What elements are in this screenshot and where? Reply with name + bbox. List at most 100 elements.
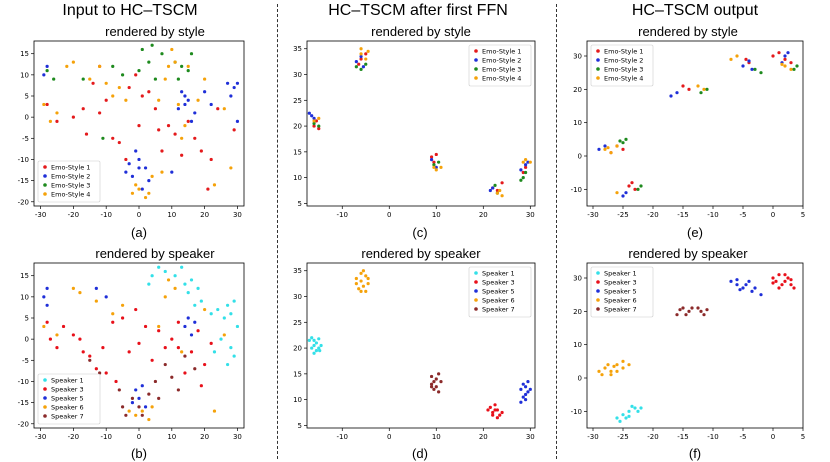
- panel-label-f: (f): [688, 446, 702, 461]
- data-point: [359, 54, 363, 59]
- data-point: [183, 324, 187, 329]
- data-point: [183, 94, 187, 98]
- legend-marker: [596, 298, 600, 302]
- data-point: [523, 398, 528, 402]
- legend-marker: [474, 49, 478, 53]
- x-tick-label: -20: [68, 433, 79, 441]
- data-point: [127, 85, 131, 90]
- data-point: [354, 60, 358, 64]
- data-point: [137, 396, 141, 400]
- x-tick-label: -5: [740, 211, 747, 219]
- legend-label: Emo-Style 4: [51, 191, 90, 199]
- data-point: [639, 184, 643, 188]
- legend-label: Speaker 5: [604, 288, 637, 296]
- legend-marker: [43, 165, 47, 169]
- data-point: [434, 377, 438, 381]
- data-point: [521, 176, 525, 180]
- y-tick-label: 15: [20, 50, 29, 58]
- data-point: [153, 379, 158, 384]
- data-point: [312, 124, 316, 128]
- data-point: [600, 373, 604, 377]
- data-point: [235, 324, 240, 329]
- data-point: [163, 269, 167, 274]
- legend-marker: [474, 271, 478, 275]
- data-point: [193, 303, 197, 307]
- x-tick-label: 5: [801, 211, 805, 219]
- data-point: [777, 273, 781, 277]
- y-tick-label: 10: [20, 293, 29, 301]
- data-point: [759, 293, 763, 297]
- data-point: [229, 346, 233, 350]
- data-point: [173, 286, 177, 290]
- data-point: [630, 181, 634, 185]
- data-point: [317, 337, 321, 341]
- data-point: [359, 52, 363, 56]
- y-tick-label: 0: [578, 375, 582, 383]
- divider-right: [556, 4, 557, 459]
- data-point: [104, 371, 108, 375]
- data-point: [124, 413, 128, 417]
- data-point: [45, 303, 49, 307]
- x-tick-label: -10: [707, 433, 718, 441]
- y-tick-label: -10: [571, 408, 582, 416]
- legend-label: Speaker 5: [51, 395, 84, 403]
- data-point: [180, 350, 184, 354]
- data-point: [699, 91, 703, 95]
- data-point: [434, 152, 438, 157]
- data-point: [134, 183, 138, 187]
- legend-label: Speaker 1: [482, 270, 515, 278]
- data-point: [361, 65, 366, 69]
- data-point: [310, 346, 314, 350]
- x-tick-label: -20: [647, 211, 658, 219]
- data-point: [147, 392, 151, 396]
- legend-marker: [43, 387, 47, 391]
- data-point: [783, 279, 787, 283]
- data-point: [488, 405, 492, 409]
- data-point: [636, 187, 640, 191]
- data-point: [120, 303, 125, 307]
- data-point: [222, 107, 226, 111]
- data-point: [235, 81, 240, 85]
- data-point: [45, 64, 49, 68]
- data-point: [186, 98, 190, 102]
- data-point: [98, 111, 102, 115]
- data-point: [147, 191, 151, 195]
- data-point: [597, 147, 601, 151]
- y-tick-label: 0: [578, 153, 582, 161]
- data-point: [744, 283, 748, 287]
- data-point: [134, 307, 138, 312]
- data-point: [786, 276, 790, 280]
- data-point: [81, 350, 85, 354]
- data-point: [140, 94, 144, 98]
- data-point: [615, 363, 619, 367]
- legend-marker: [596, 49, 600, 53]
- data-point: [212, 183, 217, 187]
- data-point: [702, 87, 706, 91]
- data-point: [229, 312, 233, 316]
- y-tick-label: -15: [18, 399, 29, 407]
- data-point: [603, 366, 607, 370]
- data-point: [130, 396, 135, 400]
- y-tick-label: 35: [293, 45, 302, 53]
- data-point: [741, 64, 745, 68]
- data-point: [783, 64, 787, 68]
- data-point: [225, 303, 230, 307]
- data-point: [193, 136, 197, 140]
- data-point: [319, 343, 323, 348]
- data-point: [780, 283, 784, 287]
- data-point: [170, 47, 174, 52]
- data-point: [71, 286, 75, 290]
- data-point: [318, 349, 322, 353]
- x-tick-label: 0: [387, 433, 391, 441]
- data-point: [150, 274, 154, 278]
- x-tick-label: 30: [526, 211, 535, 219]
- data-point: [317, 346, 321, 350]
- x-tick-label: -30: [35, 433, 46, 441]
- legend-label: Speaker 7: [482, 306, 515, 314]
- data-point: [314, 119, 319, 123]
- y-tick-label: 15: [20, 272, 29, 280]
- data-point: [120, 405, 125, 409]
- data-point: [789, 67, 793, 71]
